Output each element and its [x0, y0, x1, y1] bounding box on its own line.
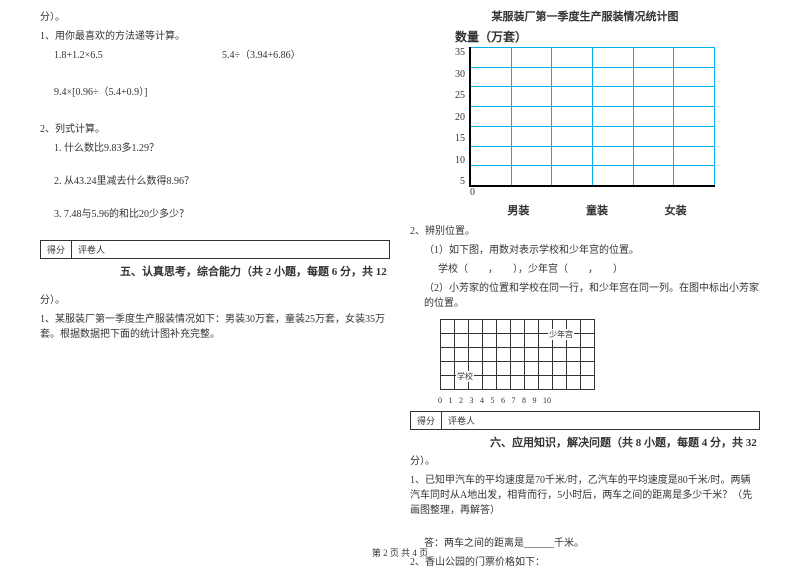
score-label: 得分 [41, 241, 72, 258]
n: 1 [449, 396, 453, 405]
ytick: 10 [455, 155, 465, 166]
q1r: 1、已知甲汽车的平均速度是70千米/时，乙汽车的平均速度是80千米/时。两辆汽车… [410, 473, 760, 518]
section6-title: 六、应用知识，解决问题（共 8 小题，每题 4 分，共 32 [410, 434, 760, 450]
fen-tail2: 分）。 [40, 293, 390, 308]
fen-tail: 分）。 [40, 10, 390, 25]
ytick: 30 [455, 69, 465, 80]
cat: 男装 [507, 202, 529, 218]
expr2: 5.4÷（3.94+6.86） [222, 48, 390, 63]
fen-tail-r: 分）。 [410, 454, 760, 469]
right-column: 某服装厂第一季度生产服装情况统计图 数量（万套） 35 30 25 20 15 … [410, 8, 760, 545]
bar-chart: 某服装厂第一季度生产服装情况统计图 数量（万套） 35 30 25 20 15 … [455, 8, 715, 218]
q1-row1: 1.8+1.2×6.5 5.4÷（3.94+6.86） [40, 48, 390, 63]
q2: 2、辨别位置。 [410, 224, 760, 239]
ytick: 35 [455, 47, 465, 58]
n: 3 [470, 396, 474, 405]
n: 10 [543, 396, 551, 405]
n: 0 [438, 396, 442, 405]
ytick: 20 [455, 112, 465, 123]
page-footer: 第 2 页 共 4 页 [0, 546, 800, 559]
palace-label: 少年宫 [548, 329, 574, 340]
chart-grid [469, 47, 715, 187]
n: 6 [501, 396, 505, 405]
text: 分）。 [40, 12, 65, 23]
q3: 1、某服装厂第一季度生产服装情况如下：男装30万套，童装25万套，女装35万套。… [40, 312, 390, 342]
chart-grid-area: 35 30 25 20 15 10 5 [455, 47, 715, 187]
school-label: 学校 [456, 371, 474, 382]
left-column: 分）。 1、用你最喜欢的方法递等计算。 1.8+1.2×6.5 5.4÷（3.9… [40, 8, 390, 545]
zero: 0 [455, 187, 479, 198]
n: 4 [480, 396, 484, 405]
q2a: 1. 什么数比9.83多1.29？ [40, 141, 390, 156]
q2c: 3. 7.48与5.96的和比20少多少？ [40, 207, 390, 222]
grader-label: 评卷人 [72, 241, 111, 258]
y-axis-label: 数量（万套） [455, 28, 715, 45]
n: 5 [491, 396, 495, 405]
grader-label: 评卷人 [442, 412, 481, 429]
score-box-2: 得分 评卷人 [410, 411, 760, 430]
position-grid: 学校 少年宫 [440, 319, 594, 389]
q2a: （1）如下图，用数对表示学校和少年宫的位置。 [410, 243, 760, 258]
x-categories: 男装 童装 女装 [455, 202, 715, 218]
cat: 童装 [586, 202, 608, 218]
grid-x-numbers: 0 1 2 3 4 5 6 7 8 9 10 [410, 396, 760, 405]
ytick: 25 [455, 90, 465, 101]
score-label: 得分 [411, 412, 442, 429]
cat: 女装 [665, 202, 687, 218]
n: 7 [512, 396, 516, 405]
expr3: 9.4×[0.96÷（5.4+0.9）] [40, 85, 390, 100]
q2b: 2. 从43.24里减去什么数得8.96？ [40, 174, 390, 189]
q2b: （2）小芳家的位置和学校在同一行，和少年宫在同一列。在图中标出小芳家的位置。 [410, 281, 760, 311]
ytick: 15 [455, 133, 465, 144]
expr1: 1.8+1.2×6.5 [54, 48, 222, 63]
section5-title: 五、认真思考，综合能力（共 2 小题，每题 6 分，共 12 [40, 263, 390, 279]
n: 9 [533, 396, 537, 405]
q1: 1、用你最喜欢的方法递等计算。 [40, 29, 390, 44]
y-ticks: 35 30 25 20 15 10 5 [455, 47, 469, 187]
n: 8 [522, 396, 526, 405]
chart-title: 某服装厂第一季度生产服装情况统计图 [455, 8, 715, 24]
n: 2 [459, 396, 463, 405]
score-box: 得分 评卷人 [40, 240, 390, 259]
q2a-blank: 学校（ ， ），少年宫（ ， ） [410, 262, 760, 277]
ytick: 5 [460, 176, 465, 187]
q2: 2、列式计算。 [40, 122, 390, 137]
